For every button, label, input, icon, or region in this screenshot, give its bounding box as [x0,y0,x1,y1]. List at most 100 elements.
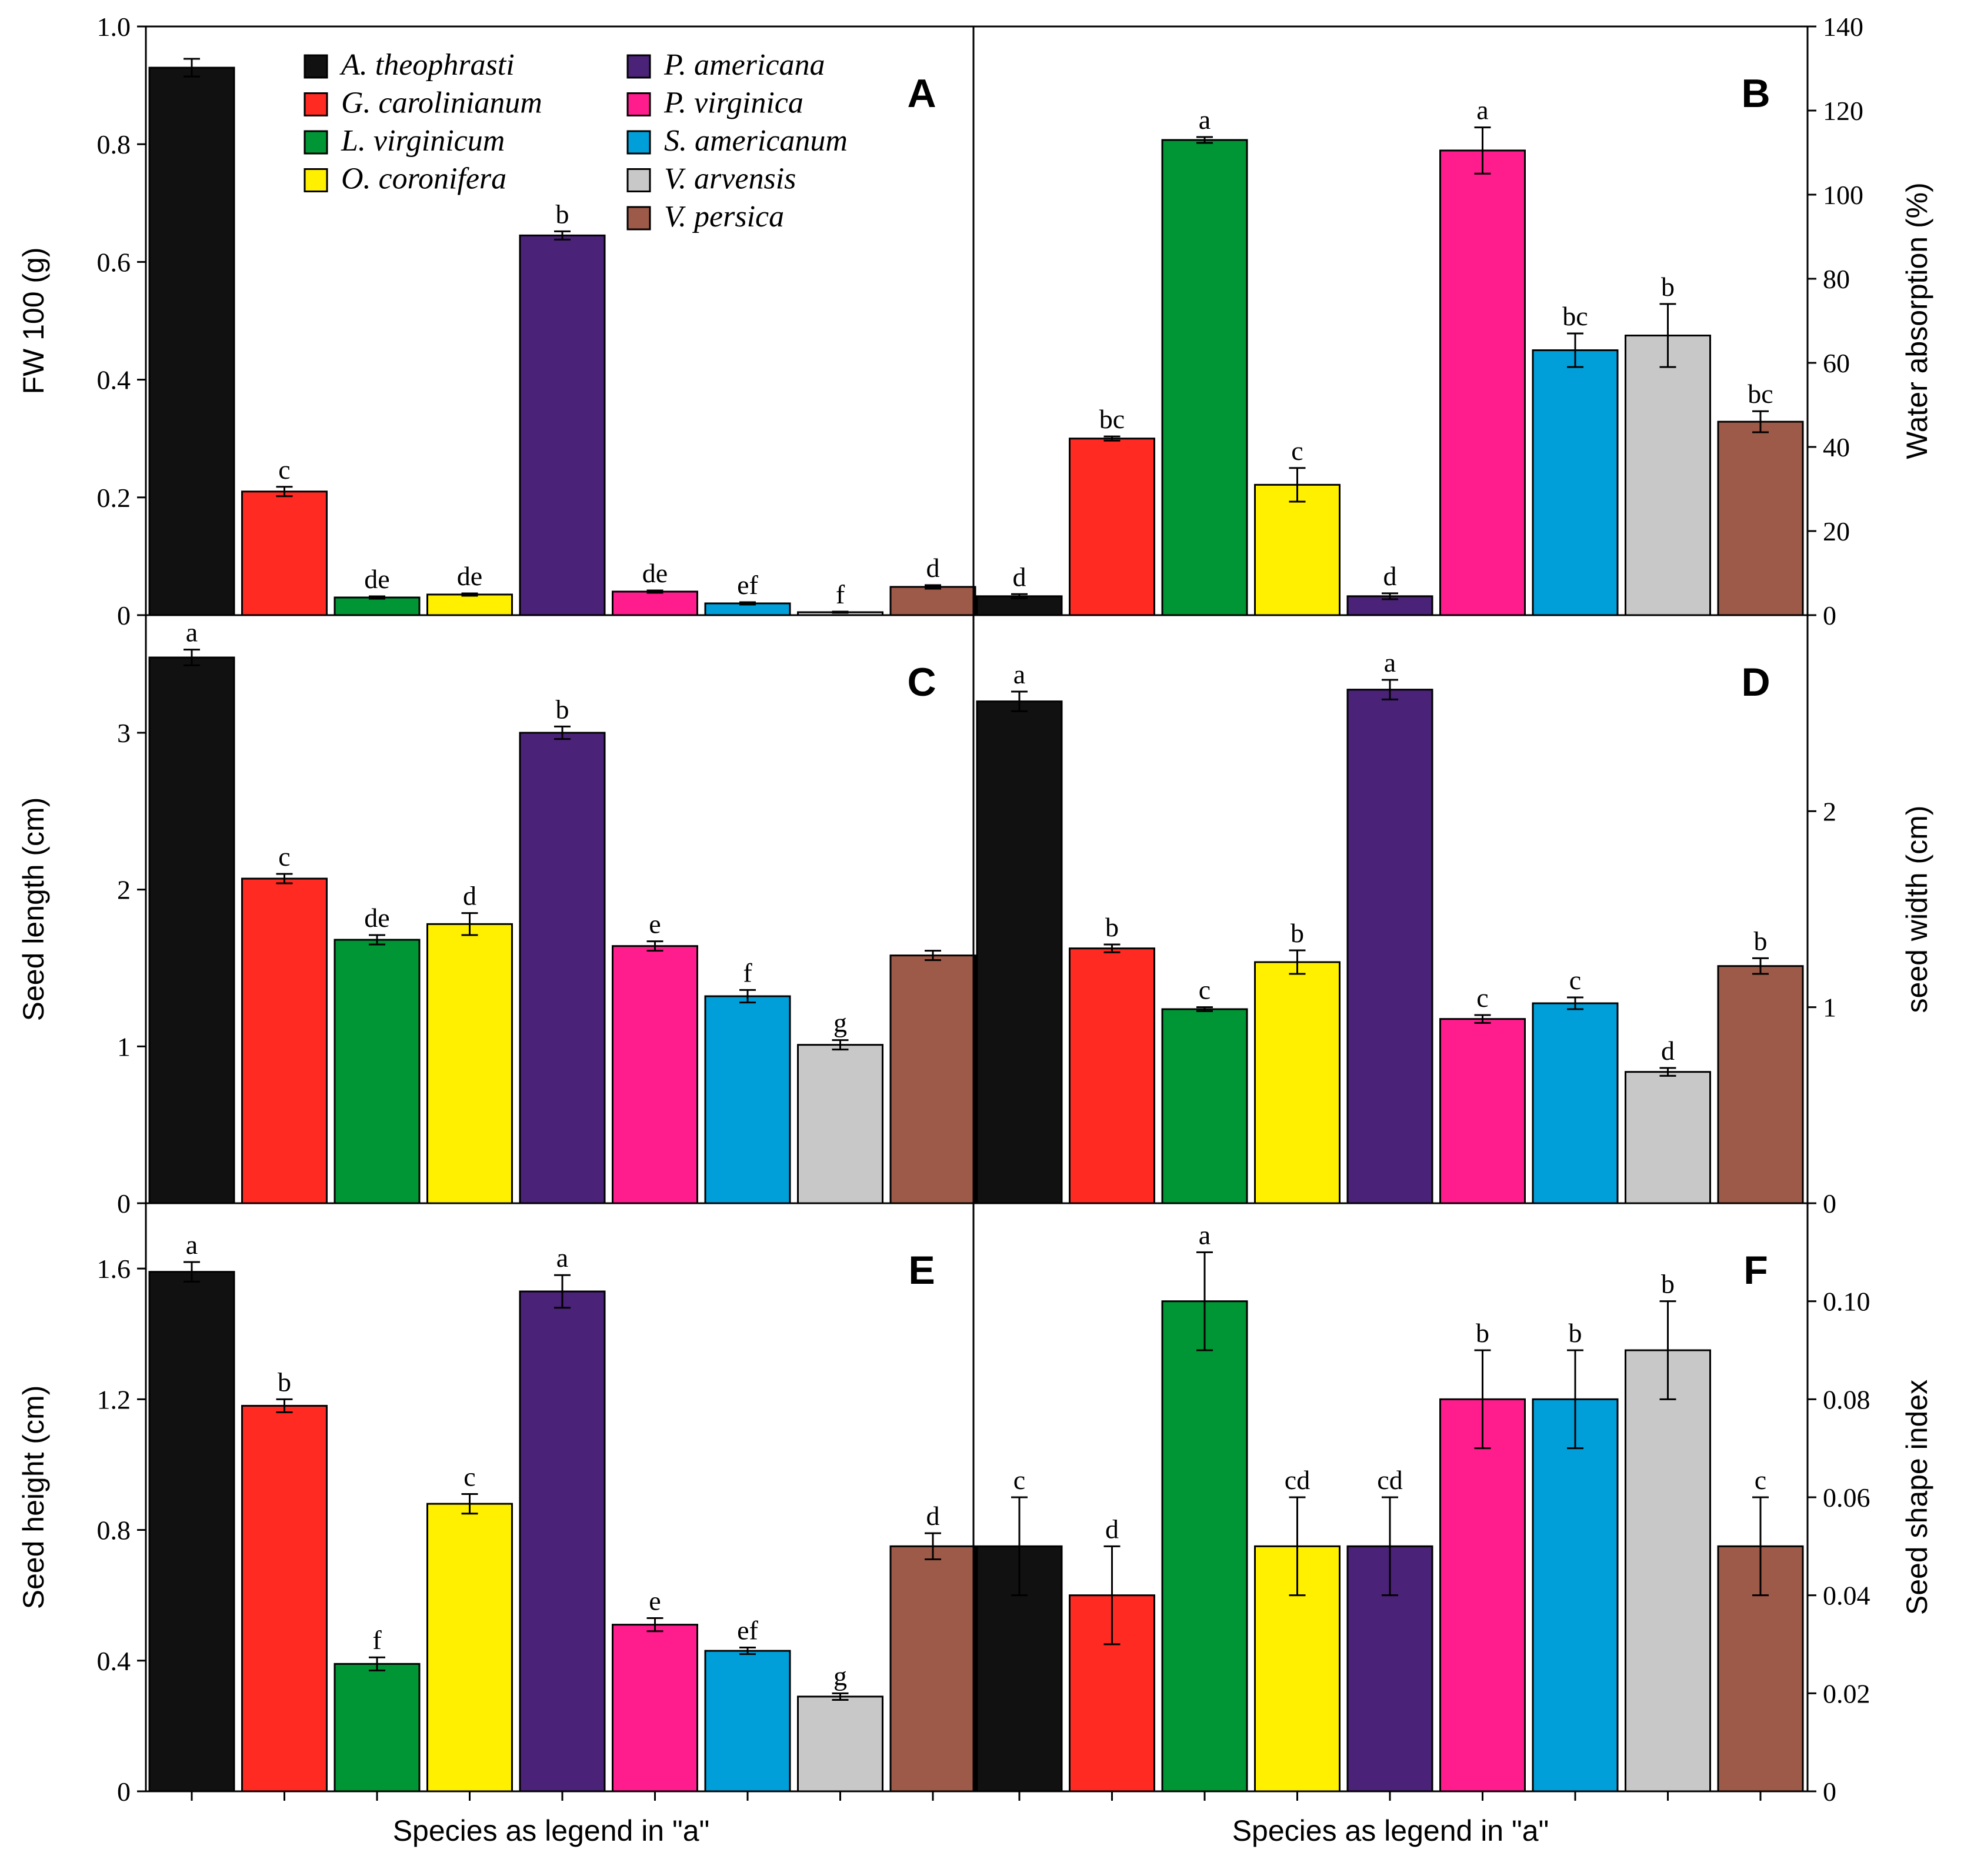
bar-a-1 [148,66,235,616]
panel-letter-e: E [908,1248,935,1293]
legend-swatch-9 [626,206,651,231]
sig-letter-f-9: c [1755,1465,1766,1495]
sig-letter-a-6: de [642,558,668,588]
y-tick-label-f-2: 0.04 [1823,1581,1870,1611]
x-axis-label-left: Species as legend in "a" [393,1814,710,1847]
legend-label-5: P. americana [663,48,825,82]
sig-letter-b-8: b [1661,272,1675,302]
legend-swatch-6 [626,92,651,116]
y-tick-label-f-0: 0 [1823,1777,1836,1807]
sig-letter-e-2: b [278,1367,291,1397]
sig-letter-a-2: c [278,455,290,485]
legend: A. theophrasti G. carolinianum L. virginic… [304,48,848,233]
bar-b-7 [1532,349,1619,616]
legend-swatch-5 [626,54,651,79]
sig-letter-a-3: de [364,564,389,594]
bar-d-8 [1625,1071,1711,1204]
bar-e-7 [704,1650,791,1792]
legend-label-1: A. theophrasti [339,48,515,82]
bar-c-7 [704,995,791,1204]
sig-letter-b-1: d [1013,562,1026,592]
sig-letter-e-3: f [372,1625,382,1655]
y-tick-label-f-4: 0.08 [1823,1384,1870,1414]
bar-b-9 [1717,420,1804,616]
bar-e-9 [889,1545,976,1792]
y-tick-label-b-3: 60 [1823,348,1850,378]
sig-letter-b-3: a [1199,105,1211,135]
sig-letter-b-5: d [1383,561,1397,591]
bar-a-4 [426,593,513,616]
y-tick-label-b-2: 40 [1823,432,1850,462]
y-tick-label-e-4: 1.6 [97,1254,131,1284]
bar-e-2 [241,1404,328,1792]
y-tick-label-a-5: 1.0 [97,12,131,42]
y-tick-label-b-0: 0 [1823,600,1836,630]
y-axis-title-e: Seed height (cm) [17,1386,50,1610]
bar-c-5 [519,732,606,1204]
legend-label-9: V. persica [664,200,784,233]
bar-a-9 [889,586,976,616]
sig-letter-e-8: g [833,1661,847,1691]
y-tick-label-c-3: 3 [117,718,131,748]
ticks-layer [137,25,1816,1801]
y-tick-label-f-5: 0.10 [1823,1287,1870,1317]
panel-letter-d: D [1741,660,1770,705]
sig-letter-d-8: d [1661,1036,1675,1066]
y-tick-label-e-3: 1.2 [97,1384,131,1414]
sig-letter-d-3: c [1199,975,1211,1005]
bar-b-6 [1439,149,1526,616]
bar-c-3 [334,939,421,1204]
sig-letter-a-9: d [926,553,940,583]
sig-letter-c-2: c [278,842,290,872]
legend-swatch-8 [626,168,651,192]
bar-c-1 [148,656,235,1204]
legend-label-4: O. coronifera [341,162,506,196]
bar-a-5 [519,234,606,616]
legend-swatch-3 [304,130,328,155]
y-tick-label-f-3: 0.06 [1823,1483,1870,1513]
sig-letter-c-5: b [556,694,569,724]
bar-c-2 [241,877,328,1204]
y-tick-label-c-1: 1 [117,1032,131,1061]
bar-d-4 [1254,961,1341,1204]
sig-letter-f-1: c [1013,1465,1025,1495]
sig-letter-e-4: c [464,1461,475,1491]
legend-label-8: V. arvensis [664,162,796,196]
bar-a-2 [241,490,328,616]
y-tick-label-b-7: 140 [1823,12,1863,42]
bar-c-8 [797,1044,883,1204]
y-axis-title-b: Water absorption (%) [1900,182,1933,459]
bar-d-5 [1346,689,1433,1204]
sig-letter-b-4: c [1291,436,1303,466]
y-tick-label-b-1: 20 [1823,516,1850,546]
y-tick-label-a-1: 0.2 [97,483,131,513]
bar-b-2 [1069,438,1155,616]
sig-letter-c-8: g [833,1008,847,1038]
sig-letter-c-3: de [364,903,389,933]
y-tick-label-c-2: 2 [117,875,131,905]
bar-f-7 [1532,1398,1619,1792]
bar-b-3 [1161,139,1248,616]
bar-c-4 [426,923,513,1204]
sig-letter-f-4: cd [1285,1465,1310,1495]
panel-letter-a: A [907,71,936,116]
sig-letter-a-7: ef [737,570,758,600]
bar-d-1 [976,700,1063,1204]
bar-f-8 [1625,1349,1711,1792]
y-tick-label-d-2: 2 [1823,796,1836,826]
sig-letter-f-6: b [1476,1318,1489,1348]
sig-letter-f-5: cd [1377,1465,1402,1495]
y-axis-title-c: Seed length (cm) [17,797,50,1022]
bar-e-5 [519,1290,606,1792]
sig-letter-c-4: d [463,881,476,911]
sig-letter-d-5: a [1384,647,1396,677]
bar-c-9 [889,954,976,1204]
legend-label-2: G. carolinianum [341,86,542,120]
sig-letter-e-6: e [649,1586,661,1616]
panel-letter-b: B [1741,71,1770,116]
y-axis-title-a: FW 100 (g) [17,247,50,394]
bar-d-9 [1717,965,1804,1204]
bar-d-3 [1161,1008,1248,1204]
sig-letter-d-9: b [1754,926,1768,956]
